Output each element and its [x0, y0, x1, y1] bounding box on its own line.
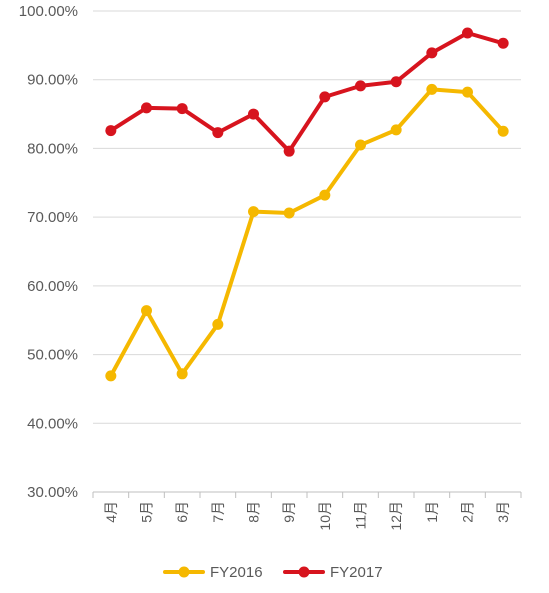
- x-tick-label: 4月: [103, 501, 119, 523]
- data-point-fy2017: [105, 125, 117, 137]
- series-line-fy2017: [108, 30, 506, 154]
- series-line-fy2016: [108, 87, 506, 378]
- data-point-fy2016: [141, 305, 152, 317]
- data-point-fy2016: [390, 124, 402, 136]
- data-point-fy2016: [176, 368, 188, 380]
- y-tick-label: 80.00%: [27, 140, 78, 157]
- x-tick-label: 6月: [174, 501, 190, 523]
- y-tick-label: 60.00%: [27, 278, 78, 295]
- data-point-fy2016: [248, 206, 259, 218]
- data-point-fy2016: [319, 189, 331, 201]
- legend-label-fy2017: FY2017: [330, 564, 383, 581]
- y-tick-label: 70.00%: [27, 209, 78, 226]
- data-point-fy2016: [283, 207, 295, 219]
- y-tick-label: 100.00%: [19, 3, 78, 20]
- x-tick-label: 10月: [317, 501, 333, 531]
- data-point-fy2016: [497, 125, 509, 137]
- data-point-fy2017: [390, 76, 402, 88]
- data-point-fy2017: [497, 37, 509, 49]
- data-point-fy2017: [283, 145, 295, 157]
- x-tick-label: 11月: [353, 501, 369, 530]
- y-tick-label: 40.00%: [27, 415, 78, 432]
- y-tick-label: 50.00%: [27, 347, 78, 364]
- data-point-fy2016: [355, 139, 366, 151]
- x-tick-label: 12月: [388, 501, 404, 531]
- x-tick-label: 8月: [246, 501, 262, 523]
- data-point-fy2017: [462, 27, 473, 39]
- data-point-fy2016: [462, 86, 473, 98]
- x-tick-label: 2月: [460, 501, 476, 523]
- y-tick-label: 90.00%: [27, 72, 78, 89]
- data-point-fy2017: [248, 108, 259, 120]
- data-point-fy2017: [176, 103, 188, 115]
- x-tick-label: 1月: [424, 501, 440, 523]
- data-point-fy2017: [319, 91, 331, 103]
- data-point-fy2017: [212, 127, 224, 139]
- data-point-fy2016: [212, 318, 224, 330]
- data-point-fy2017: [355, 80, 366, 92]
- y-tick-label: 30.00%: [27, 484, 78, 501]
- data-point-fy2017: [141, 102, 152, 114]
- x-tick-label: 9月: [281, 501, 297, 523]
- data-point-fy2016: [105, 370, 117, 382]
- legend-label-fy2016: FY2016: [210, 564, 263, 581]
- x-tick-label: 5月: [139, 501, 155, 523]
- legend-marker-fy2017: [298, 566, 310, 578]
- data-point-fy2016: [426, 83, 438, 95]
- legend-marker-fy2016: [178, 566, 190, 578]
- x-tick-label: 7月: [210, 501, 226, 523]
- x-tick-label: 3月: [495, 501, 511, 523]
- data-point-fy2017: [426, 47, 438, 59]
